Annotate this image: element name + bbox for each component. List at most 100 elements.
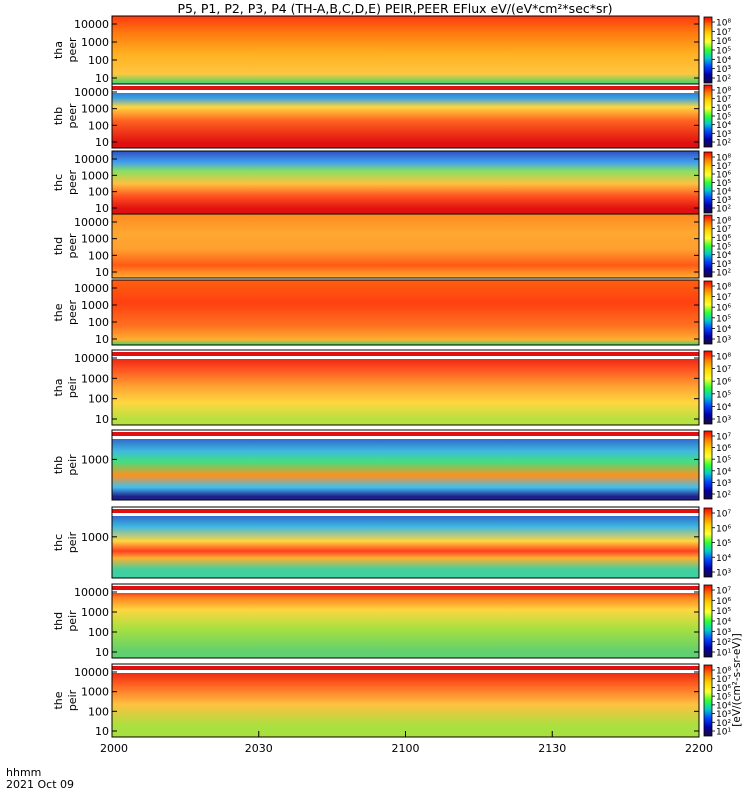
colorbar-tick-label-0-6: 10² [716,75,731,85]
colorbar-tick-label-9-2: 10⁶ [716,684,731,694]
colorbar-tick-label-8-4: 10³ [716,628,731,638]
panel-species-label-1: peer [66,103,79,129]
colorbar-tick-label-5-3: 10⁵ [716,390,731,400]
panel-thb-peer: 10 100 1000 10000 thb peer 10⁸10⁷10⁶10⁵10⁴10³1… [52,83,731,149]
panel-frame-7 [111,506,700,579]
colorbar-tick-label-9-1: 10⁷ [716,675,731,685]
colorbar-tick-label-7-1: 10⁶ [716,524,731,534]
colorbar-tick-label-3-3: 10⁵ [716,243,731,253]
spectrogram-image-7 [112,507,699,578]
y-tick-label-9-2: 1000 [81,686,109,699]
colorbar-tick-label-4-0: 10⁸ [716,283,731,293]
panel-thd-peir: 10 100 1000 10000 thd peir 10⁷10⁶10⁵10⁴10³10²1… [52,583,731,659]
y-tick-label-2-1: 100 [88,186,109,199]
panel-spectrogram-9 [112,664,699,737]
y-tick-label-5-2: 1000 [81,372,109,385]
panel-spectrogram-5 [112,350,699,425]
panel-species-label-7: peir [66,531,79,553]
x-label-date: 2021 Oct 09 [6,778,74,791]
colorbar-tick-label-8-0: 10⁷ [716,587,731,597]
colorbar-tick-label-7-0: 10⁷ [716,510,731,520]
panel-top-gap-6 [112,436,699,439]
spectrogram-image-9 [112,664,699,737]
colorbar-tick-label-0-2: 10⁶ [716,37,731,47]
colorbar-tick-label-9-4: 10⁴ [716,701,731,711]
colorbar-tick-label-3-6: 10² [716,269,731,279]
panel-probe-label-0: tha [52,41,65,59]
panel-probe-label-2: thc [52,174,65,191]
colorbar-tick-label-1-6: 10² [716,139,731,149]
colorbar-tick-label-2-2: 10⁶ [716,171,731,181]
colorbar-5 [703,350,713,425]
panel-probe-label-8: thd [52,612,65,630]
colorbar-tick-label-9-0: 10⁸ [716,667,731,677]
colorbar-tick-label-5-2: 10⁶ [716,378,731,388]
colorbar-tick-label-3-1: 10⁷ [716,225,731,235]
panel-top-gap-8 [112,590,699,593]
y-tick-label-9-1: 100 [88,705,109,718]
colorbar-tick-label-4-4: 10⁴ [716,325,731,335]
panel-tha-peer: 10 100 1000 10000 tha peer 10⁸10⁷10⁶10⁵10⁴10³1… [52,15,731,85]
panel-species-label-0: peer [66,37,79,63]
y-tick-label-0-3: 10000 [74,18,109,31]
panel-species-label-4: peer [66,300,79,326]
y-tick-label-2-0: 10 [95,202,109,215]
panel-frame-8 [111,583,700,659]
panel-probe-label-6: thb [52,456,65,474]
colorbar-tick-label-2-0: 10⁸ [716,154,731,164]
panel-top-band-8 [112,586,699,590]
x-label-time-format: hhmm [6,766,41,779]
panel-top-gap-9 [112,670,699,673]
y-tick-label-9-0: 10 [95,725,109,738]
x-tick-label-3: 2130 [538,742,566,755]
colorbar-tick-label-7-2: 10⁵ [716,539,731,549]
panel-spectrogram-8 [112,584,699,658]
colorbar-tick-label-0-4: 10⁴ [716,56,731,66]
colorbar-tick-label-3-5: 10³ [716,260,731,270]
y-tick-label-5-3: 10000 [74,352,109,365]
panel-frame-4 [111,279,700,346]
spectrogram-image-4 [112,280,699,345]
colorbar-tick-label-6-1: 10⁶ [716,444,731,454]
y-tick-label-1-2: 1000 [81,103,109,116]
panel-species-label-6: peir [66,454,79,476]
y-tick-label-4-2: 1000 [81,299,109,312]
y-tick-label-0-2: 1000 [81,36,109,49]
panel-top-gap-1 [112,90,699,93]
y-tick-label-8-0: 10 [95,646,109,659]
panel-top-band-1 [112,86,699,90]
y-tick-label-3-0: 10 [95,266,109,279]
colorbar-tick-label-1-5: 10³ [716,130,731,140]
colorbar-tick-label-6-0: 10⁷ [716,433,731,443]
x-tick-label-4: 2200 [685,742,713,755]
y-tick-label-1-1: 100 [88,119,109,132]
colorbar-tick-label-3-0: 10⁸ [716,217,731,227]
panel-thd-peer: 10 100 1000 10000 thd peer 10⁸10⁷10⁶10⁵10⁴10³1… [52,213,731,279]
colorbar-0 [703,16,713,84]
y-tick-label-2-2: 1000 [81,169,109,182]
y-tick-label-2-3: 10000 [74,153,109,166]
colorbar-tick-label-8-6: 10¹ [716,649,731,659]
panel-species-label-3: peer [66,233,79,259]
y-tick-label-0-0: 10 [95,72,109,85]
colorbar-4 [703,280,713,345]
y-tick-label-3-2: 1000 [81,233,109,246]
y-tick-label-8-1: 100 [88,626,109,639]
y-tick-label-3-1: 100 [88,249,109,262]
colorbar-tick-label-2-3: 10⁵ [716,179,731,189]
colorbar-tick-label-2-4: 10⁴ [716,188,731,198]
colorbar-tick-label-4-3: 10⁵ [716,314,731,324]
spectrogram-image-6 [112,430,699,500]
y-tick-label-8-3: 10000 [74,586,109,599]
panel-top-gap-5 [112,356,699,359]
colorbar-tick-label-1-0: 10⁸ [716,87,731,97]
colorbar-tick-label-1-1: 10⁷ [716,95,731,105]
colorbar-3 [703,214,713,278]
colorbar-tick-label-9-5: 10³ [716,710,731,720]
chart-title: P5, P1, P2, P3, P4 (TH-A,B,C,D,E) PEIR,P… [177,1,612,16]
x-tick-label-1: 2030 [245,742,273,755]
panel-spectrogram-3 [112,214,699,278]
panel-spectrogram-2 [112,151,699,214]
panel-probe-label-3: thd [52,237,65,255]
y-tick-label-7-0: 1000 [81,531,109,544]
